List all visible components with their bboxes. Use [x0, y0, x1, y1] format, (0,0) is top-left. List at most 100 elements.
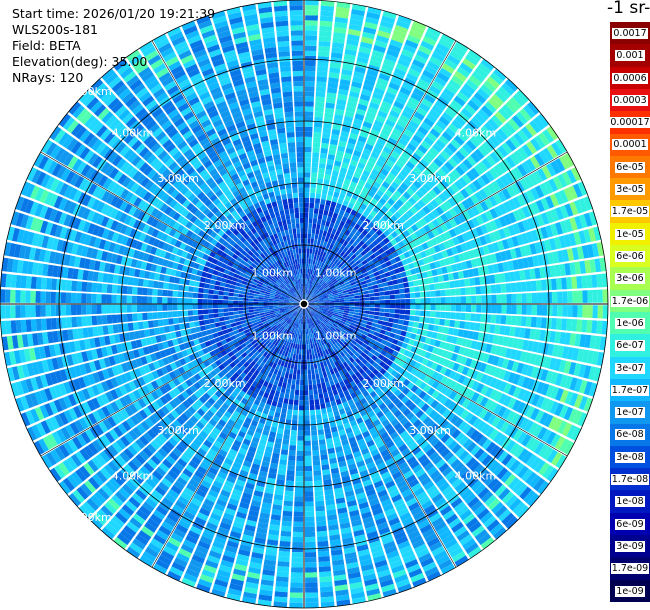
ppi-bin [308, 253, 312, 259]
ppi-bin [351, 8, 365, 17]
ppi-bin [326, 242, 331, 249]
ppi-bin [566, 248, 575, 261]
ppi-bin [424, 317, 430, 324]
ppi-bin [338, 324, 344, 329]
ppi-bin [326, 280, 332, 285]
ppi-bin [336, 255, 343, 261]
ppi-bin [529, 328, 536, 340]
ppi-bin [573, 231, 582, 245]
ppi-bin [392, 350, 399, 357]
ppi-bin [331, 278, 337, 283]
ppi-bin [390, 194, 399, 202]
ppi-bin [352, 204, 360, 212]
ppi-bin [379, 273, 386, 279]
ppi-bin [503, 214, 512, 226]
ppi-bin [337, 315, 343, 319]
ppi-bin [443, 240, 451, 249]
ppi-bin [370, 54, 383, 63]
ppi-bin [333, 165, 341, 172]
ppi-bin [326, 159, 334, 166]
ppi-bin [304, 131, 313, 137]
ppi-bin [338, 140, 347, 148]
ppi-bin [317, 61, 329, 68]
ppi-bin [582, 290, 588, 303]
ppi-bin [393, 100, 405, 110]
ppi-bin [362, 121, 373, 129]
ppi-bin [278, 551, 290, 557]
ppi-bin [466, 368, 474, 378]
ppi-bin [405, 243, 413, 251]
ppi-bin [433, 47, 448, 58]
ppi-bin [277, 428, 284, 434]
ppi-bin [383, 378, 391, 387]
ppi-bin [470, 96, 483, 108]
ppi-bin [528, 173, 539, 186]
ppi-bin [305, 0, 319, 6]
ppi-bin [362, 331, 369, 336]
ppi-bin [318, 261, 323, 267]
ppi-bin [338, 340, 344, 346]
ppi-bin [436, 348, 444, 357]
ppi-bin [470, 340, 478, 350]
ppi-bin [287, 460, 296, 466]
ppi-bin [341, 68, 353, 76]
ppi-bin [318, 367, 323, 374]
ppi-bin [450, 183, 460, 194]
ppi-bin [331, 245, 337, 252]
ppi-bin [503, 201, 512, 213]
ppi-bin [422, 233, 431, 242]
ppi-bin [329, 255, 335, 262]
ppi-bin [403, 320, 409, 326]
ppi-bin [554, 222, 564, 235]
ppi-bin [444, 388, 453, 398]
ppi-bin [534, 153, 545, 167]
ppi-bin [480, 173, 491, 185]
ppi-bin [409, 183, 419, 193]
ppi-bin [381, 15, 396, 25]
ppi-bin [385, 304, 391, 309]
ppi-bin [335, 11, 349, 19]
ppi-bin [337, 313, 344, 317]
ppi-bin [339, 256, 345, 263]
ppi-bin [465, 357, 473, 367]
ppi-bin [369, 210, 377, 218]
ppi-bin [329, 180, 337, 187]
ppi-bin [380, 349, 388, 357]
ppi-bin [359, 157, 368, 165]
ppi-bin [470, 152, 481, 163]
ppi-bin [408, 338, 415, 346]
ppi-bin [474, 277, 481, 286]
ppi-bin [386, 382, 394, 390]
ppi-bin [327, 254, 332, 260]
ppi-bin [304, 157, 312, 163]
ppi-bin [479, 200, 489, 212]
ppi-bin [327, 154, 335, 161]
ppi-bin [354, 304, 360, 307]
ppi-bin [460, 127, 472, 139]
ppi-bin [315, 198, 321, 204]
ppi-bin [414, 286, 420, 292]
ppi-bin [331, 196, 338, 203]
ppi-bin [346, 38, 359, 47]
ppi-bin [310, 364, 314, 370]
ppi-bin [551, 452, 563, 466]
ppi-bin [361, 365, 369, 372]
ppi-bin [582, 305, 588, 318]
ppi-bin [519, 327, 526, 338]
ppi-bin [365, 16, 379, 25]
ppi-bin [350, 322, 356, 327]
ppi-bin [388, 44, 401, 53]
ppi-bin [491, 416, 501, 428]
ppi-bin [460, 261, 468, 270]
ppi-bin [377, 209, 385, 218]
ppi-bin [566, 318, 573, 331]
ppi-bin [347, 344, 353, 351]
ppi-bin [350, 13, 364, 22]
ppi-bin [319, 300, 325, 303]
ppi-bin [390, 377, 399, 385]
ppi-bin [423, 323, 429, 330]
ppi-bin [390, 304, 396, 309]
ppi-bin [439, 233, 448, 242]
ppi-bin [395, 329, 402, 335]
ppi-bin [421, 329, 428, 337]
